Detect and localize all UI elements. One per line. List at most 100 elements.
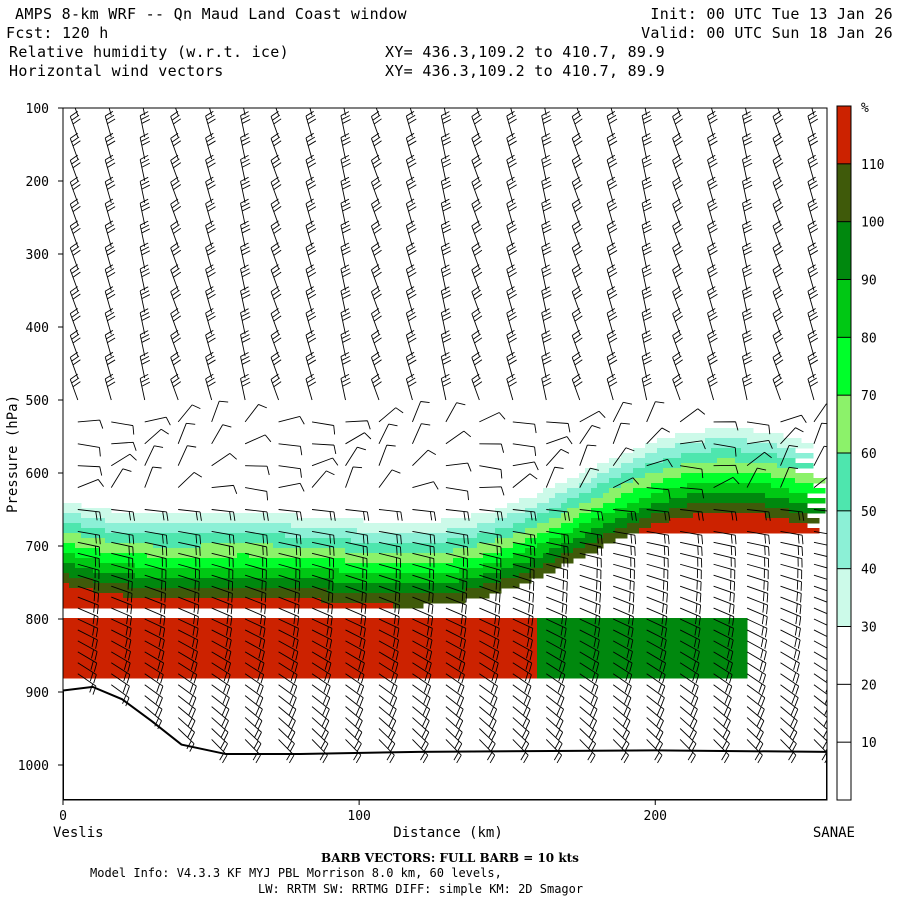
colorbar-swatch	[837, 684, 851, 743]
wind-barb	[541, 373, 552, 401]
wind-barb	[546, 436, 573, 445]
rh-cell	[717, 458, 736, 464]
wind-barb	[144, 541, 168, 556]
wind-barb	[506, 111, 517, 138]
wind-barb	[612, 706, 631, 730]
wind-barb	[579, 684, 598, 707]
wind-barb	[680, 487, 705, 499]
wind-barb	[780, 596, 802, 615]
wind-barb	[571, 220, 583, 247]
wind-barb	[412, 449, 437, 467]
rh-cell	[147, 553, 238, 559]
wind-barb	[707, 286, 718, 313]
wind-barb	[278, 673, 298, 695]
wind-barb	[305, 286, 317, 313]
wind-barb	[646, 640, 667, 661]
wind-barb	[405, 132, 417, 160]
plot-frame	[62, 107, 828, 801]
wind-barb	[646, 728, 663, 752]
wind-barb	[512, 629, 533, 649]
colorbar-label: 20	[861, 678, 877, 693]
wind-barb	[606, 308, 618, 335]
rh-cell	[585, 468, 610, 474]
wind-barb	[270, 154, 282, 182]
wind-barb	[178, 585, 200, 603]
wind-barb	[807, 373, 819, 401]
wind-barb	[546, 552, 569, 568]
wind-barb	[571, 198, 583, 225]
wind-barb	[445, 695, 464, 718]
wind-barb	[680, 563, 702, 580]
rh-cell	[537, 533, 562, 539]
rh-cell	[339, 568, 460, 574]
rh-cell	[591, 498, 616, 504]
wind-barb	[278, 706, 296, 730]
rh-cell	[675, 433, 784, 439]
wind-barb	[270, 373, 282, 401]
wind-barb	[772, 132, 784, 160]
wind-barb	[512, 473, 538, 488]
wind-barb	[177, 706, 196, 730]
rh-cell	[63, 628, 538, 634]
rh-cell	[495, 538, 526, 544]
wind-barb	[506, 286, 517, 313]
x-tick-label: 0	[59, 809, 67, 824]
wind-barb	[679, 408, 706, 423]
wind-barb	[646, 541, 670, 556]
wind-barb	[170, 329, 182, 357]
wind-barb	[746, 439, 773, 449]
wind-barb	[144, 530, 168, 545]
wind-barb	[278, 607, 300, 626]
wind-barb	[813, 541, 827, 546]
wind-barbs	[69, 108, 827, 764]
wind-barb	[471, 286, 483, 313]
wind-barb	[278, 482, 305, 492]
wind-barb	[378, 530, 402, 545]
wind-barb	[606, 242, 618, 269]
wind-barb	[77, 574, 100, 591]
wind-barb	[713, 596, 735, 615]
wind-barb	[479, 607, 501, 626]
wind-barb	[77, 640, 98, 661]
wind-barb	[144, 416, 171, 426]
wind-barb	[270, 110, 282, 138]
wind-barb	[77, 541, 101, 556]
wind-barb	[612, 673, 632, 695]
colorbar-swatch	[837, 337, 851, 396]
wind-barb	[479, 486, 505, 496]
rh-cell	[795, 478, 826, 484]
wind-barb	[270, 132, 282, 160]
rh-cell	[765, 503, 808, 509]
rh-cell	[291, 523, 478, 529]
wind-barb	[139, 330, 151, 357]
rh-cell	[615, 528, 640, 534]
wind-barb	[679, 706, 698, 730]
wind-barb	[69, 264, 81, 291]
wind-barb	[813, 706, 827, 729]
wind-barb	[305, 176, 317, 204]
rh-cell	[537, 503, 562, 509]
wind-barb	[245, 552, 268, 568]
rh-cell	[651, 483, 688, 489]
wind-barb	[445, 563, 468, 580]
wind-barb	[713, 476, 740, 488]
rh-cell	[123, 593, 490, 599]
wind-barb	[679, 695, 698, 718]
wind-barb	[245, 509, 269, 521]
wind-barb	[378, 574, 401, 591]
rh-cell	[789, 518, 820, 524]
rh-cell	[555, 493, 580, 499]
wind-barb	[479, 552, 502, 568]
wind-barb	[77, 651, 98, 672]
wind-barb	[244, 739, 261, 764]
rh-cell	[63, 668, 538, 674]
rh-cell	[549, 548, 574, 554]
wind-barb	[512, 706, 531, 730]
wind-barb	[311, 552, 335, 568]
wind-barb	[278, 728, 295, 752]
rh-cell	[537, 618, 748, 624]
wind-barb	[546, 618, 567, 638]
wind-barb	[111, 509, 135, 521]
wind-barb	[641, 111, 652, 138]
wind-barb	[345, 530, 369, 545]
